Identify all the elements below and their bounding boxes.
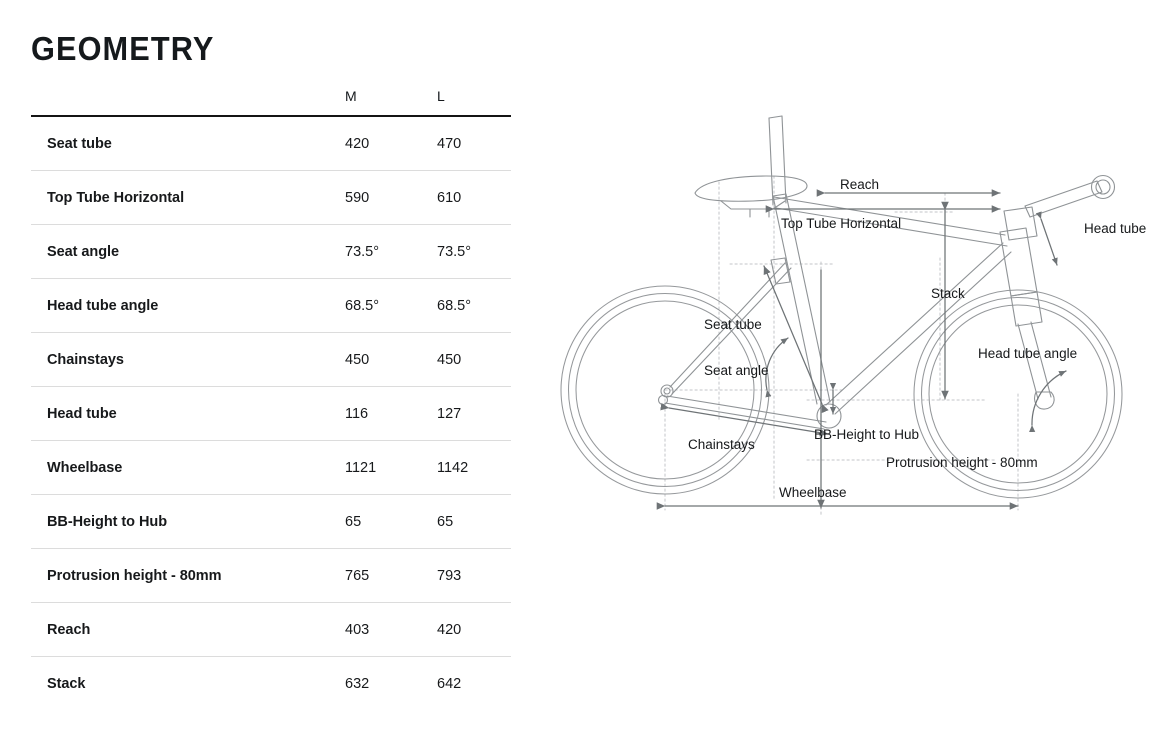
chainstays-dimension [660,402,829,437]
row-value-m: 420 [345,116,437,171]
row-value-l: 73.5° [437,224,511,279]
row-value-m: 73.5° [345,224,437,279]
table-row: Wheelbase 1121 1142 [31,440,511,495]
row-value-l: 420 [437,602,511,657]
seat-tube-dimension [763,265,829,414]
row-value-m: 1121 [345,440,437,495]
row-value-l: 68.5° [437,278,511,333]
label-wheelbase: Wheelbase [779,485,847,500]
seat-angle-arc [765,337,789,398]
row-label: Head tube angle [31,278,345,333]
row-label: Chainstays [31,332,345,387]
column-header-spec [31,88,345,116]
table-row: Top Tube Horizontal 590 610 [31,170,511,225]
column-header-m: M [345,88,357,104]
row-label: Reach [31,602,345,657]
label-top-tube-horizontal: Top Tube Horizontal [781,216,901,231]
row-value-l: 1142 [437,440,511,495]
row-label: Stack [47,675,86,692]
row-value-l: 450 [437,332,511,387]
label-seat-tube: Seat tube [704,317,762,332]
table-row: Head tube 116 127 [31,386,511,441]
label-head-tube: Head tube [1084,221,1146,236]
head-tube-dimension [1035,211,1058,266]
row-value-l: 642 [437,675,462,692]
row-value-l: 127 [437,386,511,441]
label-protrusion-height: Protrusion height - 80mm [886,455,1038,470]
row-value-m: 403 [345,602,437,657]
row-value-l: 610 [437,170,511,225]
column-header-l: L [437,88,445,104]
row-label: BB-Height to Hub [31,494,345,549]
row-label: Protrusion height - 80mm [31,548,345,603]
geometry-table: M L Seat tube 420 470 Top Tube Horizonta… [31,88,511,710]
label-chainstays: Chainstays [688,437,755,452]
page-title: GEOMETRY [31,30,215,67]
geometry-panel: GEOMETRY M L Seat tube 420 [0,0,545,734]
table-body: Seat tube 420 470 Top Tube Horizontal 59… [31,116,511,710]
row-label: Seat angle [31,224,345,279]
rear-wheel [560,285,770,495]
diagram-labels: Reach Top Tube Horizontal Head tube Stac… [688,177,1146,500]
label-seat-angle: Seat angle [704,363,769,378]
table-row: Head tube angle 68.5° 68.5° [31,278,511,333]
row-label: Head tube [31,386,345,441]
row-value-l: 470 [437,116,511,171]
front-wheel [913,289,1123,499]
row-value-m: 450 [345,332,437,387]
bicycle-geometry-diagram: Reach Top Tube Horizontal Head tube Stac… [545,0,1171,734]
row-value-l: 793 [437,548,511,603]
table-header-row: M L [31,88,511,116]
table-row: Stack 632 642 [31,657,511,711]
row-value-l: 65 [437,494,511,549]
label-head-tube-angle: Head tube angle [978,346,1077,361]
row-value-m: 632 [345,675,370,692]
table-row: Seat angle 73.5° 73.5° [31,224,511,279]
table-row: Reach 403 420 [31,602,511,657]
row-label: Seat tube [31,116,345,171]
row-value-m: 590 [345,170,437,225]
table-row: Seat tube 420 470 [31,116,511,171]
row-label: Top Tube Horizontal [31,170,345,225]
frame [657,115,1116,430]
row-value-m: 65 [345,494,437,549]
dimension-lines [656,189,1067,510]
table-row: Protrusion height - 80mm 765 793 [31,548,511,603]
row-label: Wheelbase [31,440,345,495]
row-value-m: 116 [345,386,437,441]
row-value-m: 68.5° [345,278,437,333]
table-row: BB-Height to Hub 65 65 [31,494,511,549]
label-reach: Reach [840,177,879,192]
head-tube-angle-arc [1029,370,1067,433]
row-value-m: 765 [345,548,437,603]
table-row: Chainstays 450 450 [31,332,511,387]
label-bb-height-to-hub: BB-Height to Hub [814,427,919,442]
label-stack: Stack [931,286,965,301]
